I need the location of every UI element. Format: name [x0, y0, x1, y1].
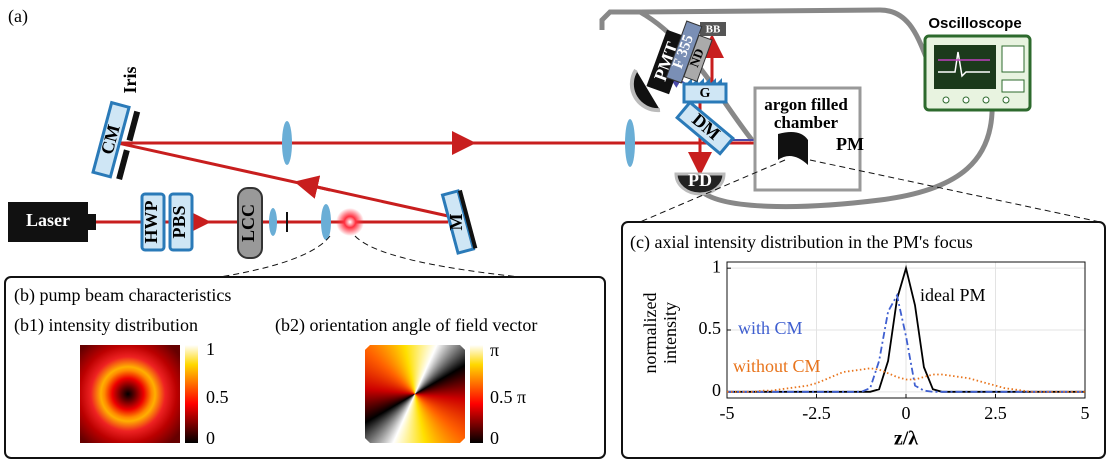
colorbar-label: 1	[206, 339, 215, 359]
lens	[625, 119, 635, 167]
x-tick-label: 2.5	[984, 403, 1007, 423]
focus-spot	[336, 208, 364, 236]
pmt-cap	[629, 68, 661, 113]
grating-label: G	[700, 86, 711, 101]
trace	[938, 51, 990, 78]
colorbar-label: 0.5 π	[490, 387, 526, 407]
x-tick-label: -5	[720, 403, 735, 423]
figure-label: (a)	[8, 6, 28, 27]
bb-label: BB	[706, 24, 721, 36]
dm	[675, 100, 735, 156]
hwp	[140, 192, 166, 252]
pbs	[168, 192, 194, 252]
beam-arrow	[294, 175, 331, 199]
x-tick-label: 0	[902, 403, 911, 423]
cable	[698, 99, 995, 210]
y-tick-label: 1	[712, 256, 721, 276]
laser-label: Laser	[26, 210, 70, 230]
colorbar	[185, 345, 198, 443]
chamber	[753, 86, 862, 192]
lens	[282, 121, 292, 165]
knob	[1002, 96, 1010, 104]
zoom-line	[354, 235, 521, 278]
y-axis-label: intensity	[660, 302, 680, 364]
laser-port	[88, 214, 96, 230]
panel-b1-label: (b1) intensity distribution	[14, 315, 198, 336]
panel-b-title: (b) pump beam characteristics	[14, 285, 231, 306]
series-label: without CM	[733, 356, 821, 376]
parabolic-mirror	[778, 132, 808, 165]
chamber-label: argon filled	[764, 95, 848, 114]
mirror-back	[457, 189, 478, 249]
x-tick-label: 5	[1081, 403, 1090, 423]
oscilloscope-label: Oscilloscope	[928, 15, 1021, 32]
series-label: with CM	[738, 318, 803, 338]
colorbar	[470, 345, 483, 443]
colorbar-label: 0	[490, 428, 499, 448]
series-label: ideal PM	[920, 285, 986, 305]
pm-label: PM	[836, 134, 864, 154]
mirror-label: M	[446, 214, 466, 231]
laser	[8, 202, 88, 242]
knob	[962, 96, 970, 104]
pd-label: PD	[688, 170, 712, 190]
series-line	[727, 367, 1085, 393]
series-line	[727, 264, 1085, 393]
chamber-label: chamber	[774, 113, 839, 132]
panel-b2-label: (b2) orientation angle of field vector	[275, 315, 537, 336]
zoom-line	[219, 235, 331, 278]
cm	[91, 100, 131, 179]
beam	[117, 141, 449, 218]
iris	[116, 149, 130, 180]
lens	[269, 208, 277, 236]
colorbar-label: 0	[206, 428, 215, 448]
plot: -5 -2.5 0 2.5 5 0 0.5 1 ideal PM with CM without C…	[699, 256, 1090, 423]
osc-panel	[1001, 79, 1025, 93]
axes-box	[726, 261, 1086, 399]
lcc	[237, 187, 263, 259]
hwp-label: HWP	[141, 200, 161, 243]
knob	[982, 96, 990, 104]
x-tick-label: -2.5	[802, 403, 831, 423]
zoom-line	[639, 159, 786, 223]
grating-teeth	[686, 78, 722, 84]
cm-label: CM	[97, 122, 124, 156]
bb	[700, 22, 726, 36]
x-axis-label: z/λ	[894, 428, 918, 450]
y-axis-label: normalized	[640, 293, 660, 374]
pd	[674, 172, 726, 196]
oscilloscope-screen	[934, 45, 996, 89]
orientation-image	[365, 345, 465, 443]
knob	[942, 96, 950, 104]
nd-label: ND	[686, 46, 707, 69]
nd-filter	[683, 34, 713, 83]
colorbar-label: 0.5	[206, 387, 229, 407]
y-tick-label: 0	[712, 380, 721, 400]
osc-panel	[1001, 45, 1025, 73]
iris	[126, 110, 141, 142]
iris-label: Iris	[120, 67, 140, 94]
chart-title: (c) axial intensity distribution in the …	[630, 232, 973, 253]
pbs-label: PBS	[169, 205, 189, 238]
lcc-label: LCC	[238, 204, 258, 242]
intensity-image	[80, 345, 180, 443]
y-tick-label: 0.5	[699, 318, 722, 338]
lens	[321, 204, 331, 240]
colorbar-label: π	[490, 340, 499, 360]
